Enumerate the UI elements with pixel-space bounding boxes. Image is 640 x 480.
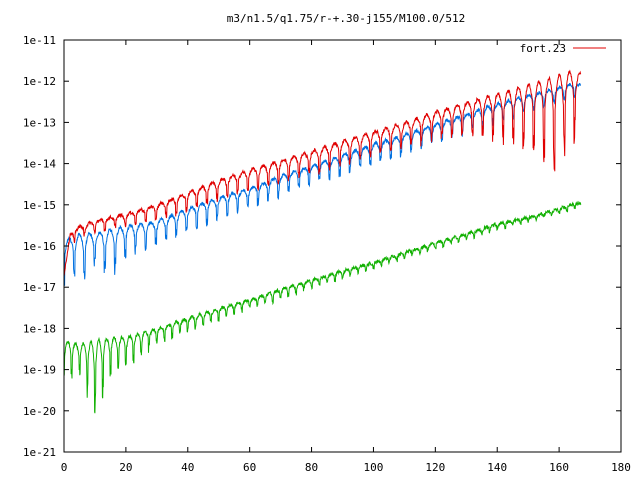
x-tick-label: 100 (364, 461, 384, 474)
axes-layer: 0 20 40 60 80 100 120 140 160 180 1e-21 1e-20 1e-19 1… (23, 34, 631, 474)
x-tick-label: 160 (549, 461, 569, 474)
plot-frame (63, 39, 622, 453)
y-tick-label: 1e-14 (23, 158, 56, 171)
series-line-0 (63, 69, 582, 277)
legend: fort.23 (520, 42, 606, 55)
y-tick-label: 1e-11 (23, 34, 56, 47)
y-tick-label: 1e-21 (23, 446, 56, 459)
y-tick-label: 1e-15 (23, 199, 56, 212)
x-tick-label: 120 (425, 461, 445, 474)
y-tick-label: 1e-16 (23, 240, 56, 253)
series-line-2 (63, 200, 582, 414)
x-tick-label: 0 (61, 461, 68, 474)
x-tick-label: 180 (611, 461, 631, 474)
y-tick-label: 1e-18 (23, 322, 56, 335)
series-layer (63, 69, 582, 414)
legend-label: fort.23 (520, 42, 566, 55)
x-tick-label: 80 (305, 461, 318, 474)
x-tick-label: 40 (181, 461, 194, 474)
chart-title: m3/n1.5/q1.75/r-+.30-j155/M100.0/512 (227, 12, 465, 25)
y-tick-label: 1e-17 (23, 281, 56, 294)
series-line-1 (63, 83, 581, 286)
y-tick-label: 1e-13 (23, 116, 56, 129)
y-tick-label: 1e-20 (23, 405, 56, 418)
x-tick-label: 60 (243, 461, 256, 474)
x-tick-label: 20 (119, 461, 132, 474)
x-tick-label: 140 (487, 461, 507, 474)
y-tick-label: 1e-12 (23, 75, 56, 88)
y-tick-label: 1e-19 (23, 364, 56, 377)
